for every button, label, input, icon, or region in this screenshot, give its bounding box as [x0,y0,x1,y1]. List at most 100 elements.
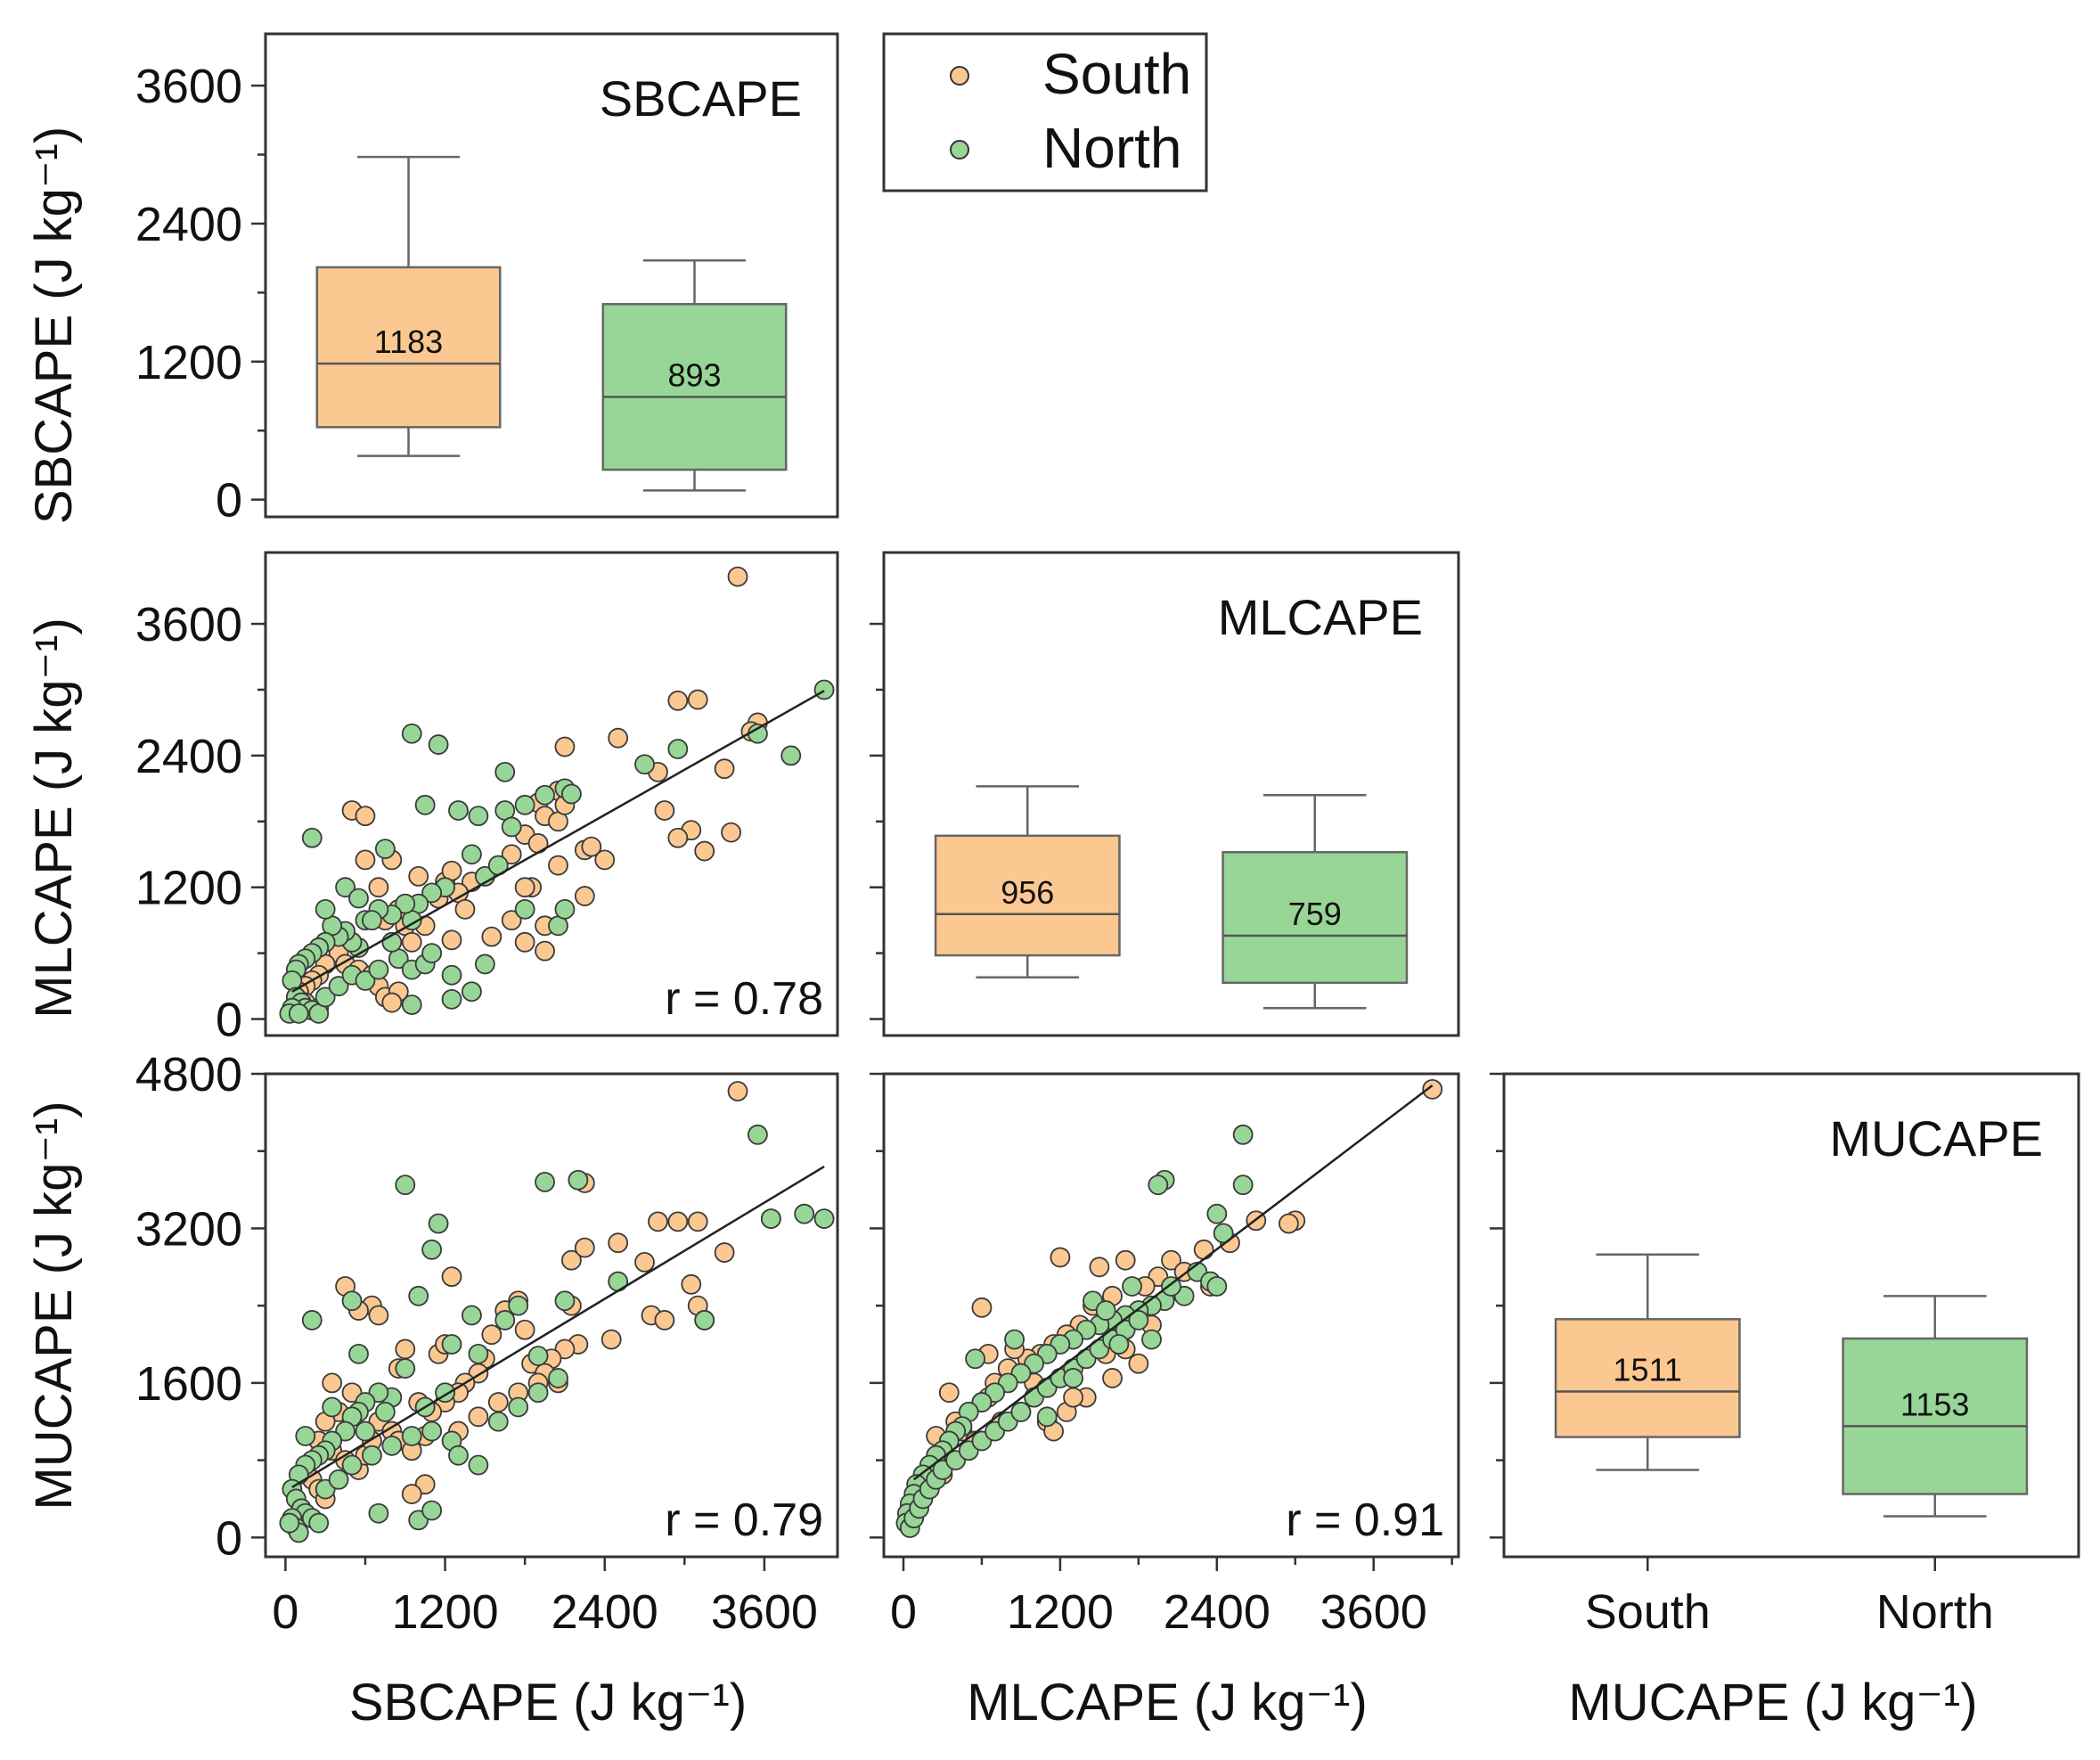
scatter-point-south [714,1242,735,1263]
scatter-point-north [448,800,469,821]
regression-line [291,690,825,993]
panel-frame [264,1072,839,1559]
box-iqr [315,266,502,429]
scatter-point-south [514,877,535,898]
scatter-point-south [535,940,555,962]
y-tick-label: 1200 [135,862,242,915]
scatter-point-south [514,931,535,953]
x-tick-label: 0 [272,1585,298,1639]
scatter-point-north [514,898,535,920]
legend-label-south: South [1042,42,1191,106]
scatter-point-north [301,1310,323,1330]
scatter-point-north [468,1454,489,1476]
scatter-point-south [1128,1353,1149,1374]
scatter-point-south [667,690,689,711]
scatter-point-north [1063,1368,1083,1388]
scatter-point-north [441,1334,462,1355]
scatter-point-south [481,926,503,947]
scatter-point-north [414,794,436,815]
scatter-point-north [328,976,349,996]
scatter-point-south [727,1081,748,1101]
scatter-point-south [554,736,576,757]
scatter-point-north [494,761,516,782]
x-tick-label: 1200 [391,1585,498,1639]
scatter-point-north [308,1512,330,1534]
scatter-point-north [468,806,489,827]
panel-box_mucape: 1511 1153 South North MUCAPE [1490,1072,2080,1639]
scatter-point-north [395,1175,416,1196]
scatter-point-south [1279,1213,1299,1234]
scatter-point-north [487,1411,509,1432]
x-tick-label: 2400 [1164,1585,1271,1639]
scatter-point-north [421,943,443,964]
scatter-point-north [301,827,323,848]
box-iqr [601,303,788,471]
scatter-point-north [474,954,495,975]
scatter-point-north [441,964,462,986]
box-north: 1153 [1842,1295,2029,1518]
box-iqr [1554,1318,1741,1438]
scatter-point-north [368,959,389,980]
scatter-point-south [608,727,629,749]
scatter-point-south [368,1305,389,1326]
y-tick-label: 3200 [135,1202,242,1256]
panel-frame [882,551,1460,1037]
median-label: 1153 [1900,1386,1969,1422]
scatter-point-north [355,970,376,991]
median-label: 956 [1001,874,1054,911]
scatter-point-north [462,844,482,865]
plot-area-sc_sb_mu [279,1081,835,1543]
scatter-point-south [938,1382,960,1404]
correlation-label: r = 0.91 [1286,1494,1444,1546]
scatter-point-north [348,1343,369,1364]
panel-title: SBCAPE [600,70,802,127]
box-south: 1183 [315,155,502,457]
scatter-point-north [401,995,422,1015]
scatter-point-north [341,1454,363,1476]
scatter-point-north [395,893,416,914]
panel-box_sbcape: 1183 893 0 1200 2400 3600 SBCAPE [135,32,839,528]
scatter-point-south [681,1273,702,1295]
scatter-point-north [1213,1223,1234,1244]
median-label: 1511 [1614,1352,1682,1388]
scatter-point-south [401,931,422,953]
scatter-point-north [780,745,802,766]
regression-line [291,1165,825,1489]
y-tick-label: 2400 [135,198,242,251]
scatter-point-south [441,1266,462,1288]
scatter-point-north [560,783,582,805]
scatter-point-south [1161,1249,1181,1271]
scatter-point-north [1206,1203,1228,1224]
x-tick-label: 2400 [552,1585,658,1639]
scatter-point-north [381,1435,403,1456]
scatter-point-north [554,898,576,920]
scatter-point-north [548,1368,568,1388]
scatter-point-north [1128,1310,1149,1330]
y-tick-label: 3600 [135,598,242,651]
legend: South North [882,32,1208,192]
scatter-point-north [535,1172,555,1192]
scatter-point-north [374,839,396,859]
scatter-point-north [441,988,462,1010]
scatter-point-north [1004,1329,1025,1350]
scatter-point-south [601,1329,622,1350]
scatter-point-north [508,1295,529,1316]
legend-marker-south [950,66,969,86]
panel-title: MLCAPE [1218,589,1423,645]
x-tick-label: 0 [890,1585,917,1639]
scatter-point-north [462,1305,482,1326]
scatter-point-north [1108,1334,1130,1355]
x-axis-title-sbcape: SBCAPE (J kg⁻¹) [349,1674,747,1731]
plot-area-sc_ml_mu [895,1078,1443,1538]
plot-area-box_mlcape: 956 759 [934,785,1409,1010]
y-tick-label: 0 [216,474,242,528]
scatter-point-south [574,886,595,906]
scatter-point-north [428,1213,449,1234]
scatter-point-north [1232,1124,1254,1145]
panel-frame [882,1072,1460,1559]
y-tick-label: 3600 [135,60,242,113]
scatter-point-north [748,1124,768,1145]
panel-sc_ml_mu: 0 1200 2400 3600 r = 0.91 [870,1072,1460,1639]
scatter-point-north [421,1239,443,1260]
scatter-point-north [1095,1300,1116,1321]
